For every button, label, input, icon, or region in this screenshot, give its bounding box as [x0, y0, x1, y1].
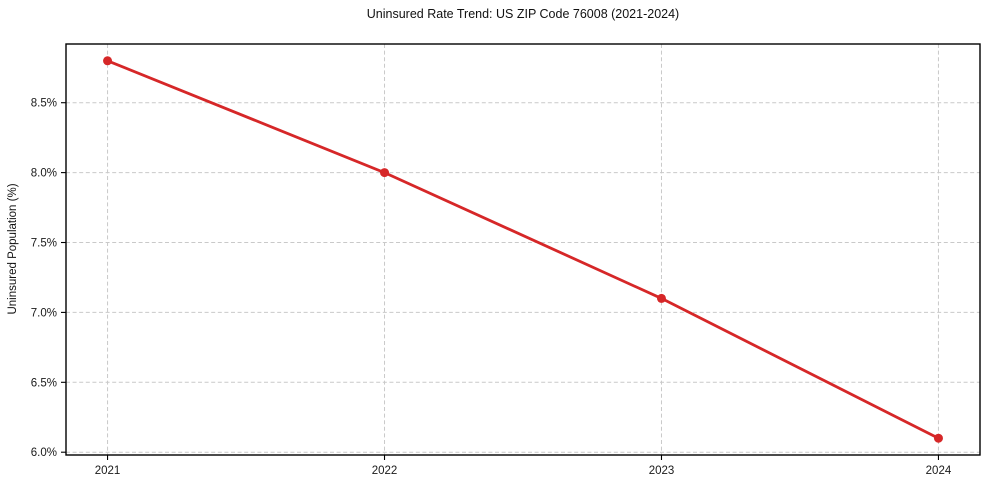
- y-tick-label: 6.5%: [31, 377, 57, 389]
- y-tick-label: 8.0%: [31, 168, 57, 180]
- y-tick-label: 8.5%: [31, 98, 57, 110]
- y-tick-label: 6.0%: [31, 447, 57, 459]
- chart-title: Uninsured Rate Trend: US ZIP Code 76008 …: [366, 7, 680, 21]
- y-tick-label: 7.5%: [31, 238, 57, 250]
- x-tick-label: 2022: [372, 465, 398, 477]
- trend-line: [106, 59, 940, 440]
- x-tick-label: 2021: [95, 465, 121, 477]
- plot-border: [65, 43, 981, 456]
- data-point-marker: [933, 433, 943, 443]
- x-tick-label: 2023: [649, 465, 675, 477]
- data-point-marker: [656, 293, 666, 303]
- x-tick-label: 2024: [926, 465, 952, 477]
- y-tick-label: 7.0%: [31, 307, 57, 319]
- data-point-marker: [103, 56, 113, 66]
- data-point-marker: [380, 168, 390, 178]
